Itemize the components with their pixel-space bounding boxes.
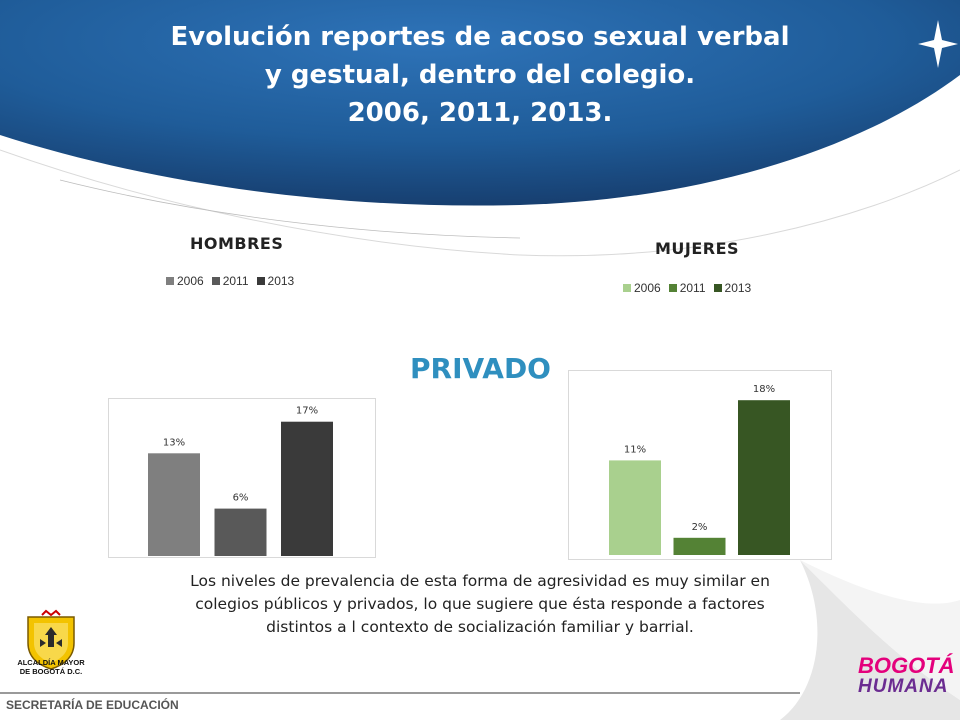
legend-swatch (713, 284, 722, 292)
data-label-2013: 18% (753, 384, 775, 395)
caption-line-2: colegios públicos y privados, lo que sug… (195, 595, 765, 613)
data-label-2006: 11% (624, 444, 646, 455)
title-line-1: Evolución reportes de acoso sexual verba… (170, 22, 790, 52)
bar-2011 (214, 508, 267, 556)
caption: Los niveles de prevalencia de esta forma… (130, 570, 830, 639)
caption-line-1: Los niveles de prevalencia de esta forma… (190, 572, 770, 590)
mujeres-chart-title: MUJERES (655, 239, 740, 258)
data-label-2013: 17% (296, 406, 318, 417)
caption-line-3: distintos a l contexto de socialización … (266, 618, 694, 636)
data-label-2006: 13% (163, 437, 185, 448)
legend-swatch (211, 277, 220, 285)
plot-frame (568, 370, 832, 560)
bar-2013 (281, 421, 333, 556)
footer-secretaria: SECRETARÍA DE EDUCACIÓN (6, 698, 179, 712)
bar-2013 (738, 400, 790, 555)
legend-swatch (166, 277, 174, 285)
title-line-2: y gestual, dentro del colegio. (264, 60, 696, 90)
hombres-legend: 2006 2011 2013 (166, 274, 302, 288)
bar-2006 (148, 453, 200, 556)
legend-label: 2013 (267, 274, 295, 288)
crest-caption-line-2: DE BOGOTÁ D.C. (19, 667, 83, 676)
brand-line-1: BOGOTÁ (858, 653, 955, 678)
slide-title: Evolución reportes de acoso sexual verba… (60, 18, 900, 132)
legend-label: 2011 (222, 274, 249, 288)
bar-2006 (609, 460, 661, 555)
legend-item: 2011 (668, 281, 706, 295)
bogota-crest-logo (27, 609, 75, 670)
plot-frame (108, 398, 376, 558)
data-label-2011: 2% (692, 522, 708, 533)
bar-2011 (673, 537, 726, 555)
legend-label: 2013 (724, 281, 752, 295)
crest-caption-line-1: ALCALDÍA MAYOR (17, 658, 85, 667)
title-line-3: 2006, 2011, 2013. (347, 98, 613, 128)
legend-swatch (668, 284, 677, 292)
legend-swatch (623, 284, 631, 292)
hombres-chart-title: HOMBRES (190, 234, 284, 253)
legend-swatch (256, 277, 265, 285)
legend-item: 2013 (713, 281, 752, 295)
legend-label: 2006 (177, 274, 204, 288)
legend-label: 2006 (634, 281, 661, 295)
brand-line-2: HUMANA (858, 676, 949, 697)
mujeres-legend: 2006 2011 2013 (623, 281, 759, 295)
legend-item: 2006 (166, 274, 204, 288)
crest-caption: ALCALDÍA MAYOR DE BOGOTÁ D.C. (10, 658, 92, 676)
mujeres-bar-chart: 11% 2% 18% (568, 370, 832, 560)
legend-label: 2011 (679, 281, 706, 295)
legend-item: 2006 (623, 281, 661, 295)
legend-item: 2011 (211, 274, 249, 288)
bogota-humana-logo: BOGOTÁ HUMANA (858, 653, 955, 697)
data-label-2011: 6% (233, 493, 249, 504)
section-label: PRIVADO (410, 352, 551, 385)
hombres-bar-chart: 13% 6% 17% (108, 398, 376, 558)
legend-item: 2013 (256, 274, 295, 288)
